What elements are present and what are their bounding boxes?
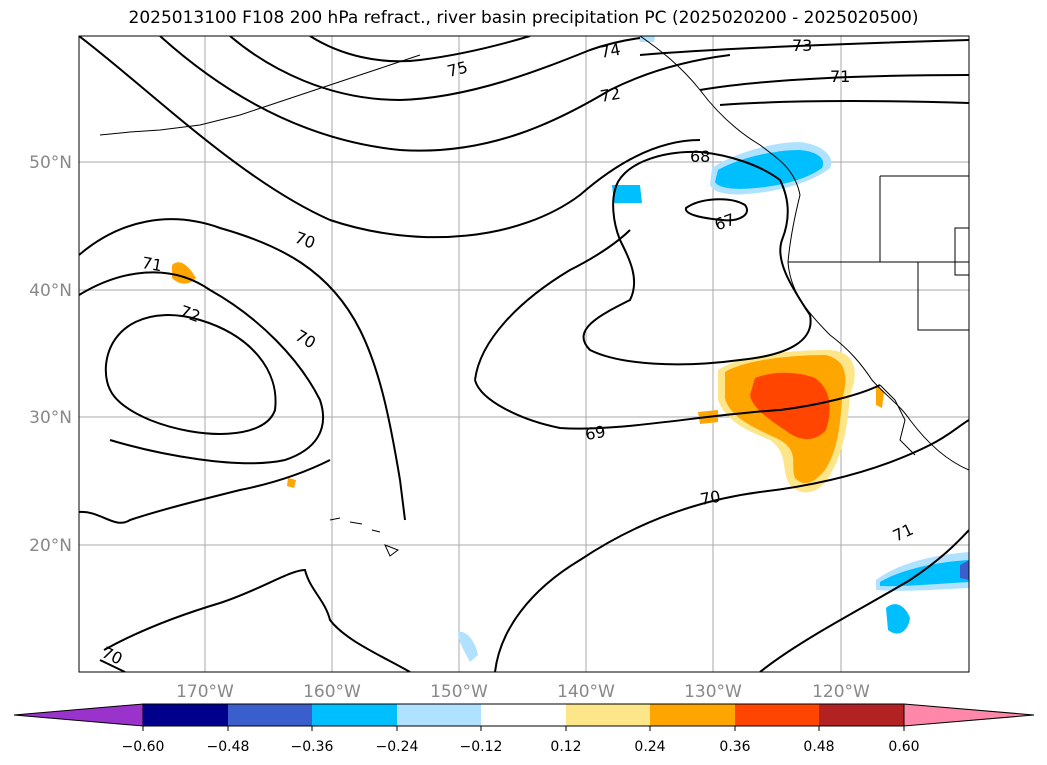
longitude-labels: 170°W 160°W 150°W 140°W 130°W 120°W bbox=[176, 682, 870, 702]
colorbar-arrow-right bbox=[903, 703, 1035, 727]
contour-label: 69 bbox=[584, 422, 607, 444]
lat-label: 50°N bbox=[29, 153, 72, 173]
colorbar-bin bbox=[481, 704, 566, 726]
lon-label: 140°W bbox=[557, 682, 615, 702]
colorbar-bin bbox=[819, 704, 904, 726]
colorbar-label: −0.12 bbox=[460, 739, 503, 755]
colorbar-label: −0.24 bbox=[376, 739, 419, 755]
colorbar-arrow-left bbox=[13, 703, 144, 727]
lon-label: 120°W bbox=[812, 682, 870, 702]
lon-label: 150°W bbox=[430, 682, 488, 702]
map-title: 2025013100 F108 200 hPa refract., river … bbox=[128, 8, 919, 28]
colorbar-label: −0.60 bbox=[122, 739, 165, 755]
positive-precip-shading bbox=[172, 262, 884, 493]
colorbar-label: 0.36 bbox=[719, 739, 750, 755]
coastlines bbox=[99, 36, 969, 557]
lon-label: 160°W bbox=[303, 682, 361, 702]
contour-label: 70 bbox=[699, 487, 722, 509]
lon-label: 170°W bbox=[176, 682, 234, 702]
contour-label: 71 bbox=[890, 520, 916, 546]
lat-label: 40°N bbox=[29, 281, 72, 301]
latitude-labels: 50°N 40°N 30°N 20°N bbox=[29, 153, 72, 556]
colorbar-bin bbox=[228, 704, 312, 726]
colorbar-label: 0.60 bbox=[888, 739, 919, 755]
colorbar-label: 0.48 bbox=[803, 739, 834, 755]
contour-label: 67 bbox=[712, 210, 738, 235]
contour-label: 70 bbox=[292, 228, 318, 253]
colorbar-label: −0.36 bbox=[291, 739, 334, 755]
contour-label: 72 bbox=[599, 84, 622, 106]
lat-label: 20°N bbox=[29, 536, 72, 556]
contour-label: 72 bbox=[177, 301, 203, 326]
lon-label: 130°W bbox=[684, 682, 742, 702]
colorbar-label: 0.24 bbox=[634, 739, 665, 755]
map-frame bbox=[78, 35, 970, 673]
contour-label: 70 bbox=[292, 326, 319, 353]
contour-label: 70 bbox=[99, 643, 125, 669]
colorbar-bin bbox=[143, 704, 228, 726]
contour-label: 68 bbox=[690, 147, 710, 166]
contour-label: 71 bbox=[830, 67, 850, 86]
colorbar: −0.60 −0.48 −0.36 −0.24 −0.12 0.12 0.24 … bbox=[13, 703, 1035, 755]
contour-lines bbox=[79, 36, 969, 672]
contour-label: 75 bbox=[445, 57, 470, 81]
contour-label: 73 bbox=[792, 36, 812, 55]
colorbar-bin bbox=[397, 704, 481, 726]
colorbar-ticks bbox=[142, 726, 905, 731]
colorbar-label: −0.48 bbox=[207, 739, 250, 755]
colorbar-bin bbox=[650, 704, 735, 726]
colorbar-bin bbox=[312, 704, 397, 726]
colorbar-label: 0.12 bbox=[550, 739, 581, 755]
contour-label: 74 bbox=[599, 40, 622, 62]
colorbar-bin bbox=[735, 704, 819, 726]
colorbar-bin bbox=[566, 704, 650, 726]
contour-label: 71 bbox=[140, 253, 163, 275]
lat-label: 30°N bbox=[29, 408, 72, 428]
